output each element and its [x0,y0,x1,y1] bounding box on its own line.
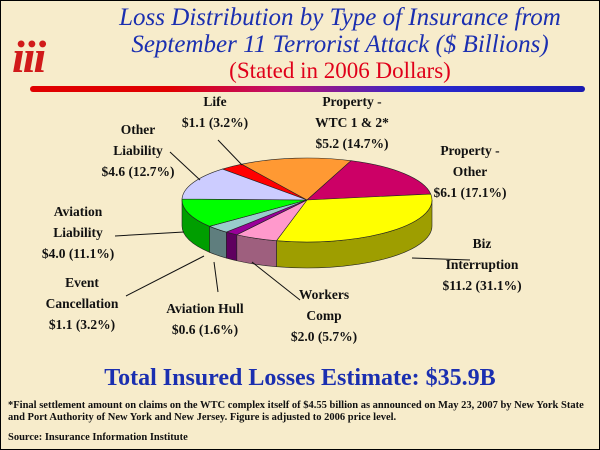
slice-label: Liability [53,225,103,240]
slice-label: Biz [473,236,492,251]
leader-line [213,261,219,293]
pie-slice-other-liability [181,168,308,201]
pie-slice-property-wtc-1-2- [240,157,352,201]
slice-label: Aviation Hull [166,301,244,316]
slice-label: Workers [299,287,349,302]
leader-line [169,151,201,181]
leader-line [411,257,471,261]
pie-slice-aviation-liability [181,198,308,227]
slice-label: $5.2 (14.7%) [315,136,388,151]
slice-label: $0.6 (1.6%) [172,322,238,337]
title-line-2: September 11 Terrorist Attack ($ Billion… [131,31,549,58]
iii-logo: iii [12,31,46,82]
slice-label: Other [453,164,488,179]
chart-subtitle: (Stated in 2006 Dollars) [229,58,451,83]
slice-label: Interruption [446,257,519,272]
slice-label: $2.0 (5.7%) [291,329,357,344]
leader-line [114,231,185,237]
slice-label: Property - [322,94,381,109]
title-divider [30,86,585,92]
pie-slice-property-other [306,160,432,201]
title-line-1: Loss Distribution by Type of Insurance f… [119,4,561,31]
slice-label: Other [121,122,156,137]
footnote: *Final settlement amount on claims on th… [8,400,584,423]
slice-label: $11.2 (31.1%) [442,278,521,293]
slice-label: Cancellation [46,296,119,311]
slice-label: Property - [440,143,499,158]
slice-label: $1.1 (3.2%) [182,115,248,130]
leader-line [217,139,243,166]
total-losses: Total Insured Losses Estimate: $35.9B [104,365,496,391]
slice-label: Event [65,275,99,290]
slice-label: $6.1 (17.1%) [433,185,506,200]
slice-label: $1.1 (3.2%) [49,317,115,332]
source-note: Source: Insurance Information Institute [8,432,188,443]
pie-side-aviation-hull [226,231,238,262]
slice-label: WTC 1 & 2* [315,115,389,130]
slice-label: Life [203,94,226,109]
slice-label: Comp [306,308,341,323]
slice-label: Liability [113,143,163,158]
slice-label: $4.0 (11.1%) [42,246,114,261]
leader-line [125,255,205,297]
slice-label: $4.6 (12.7%) [101,164,174,179]
pie-slice-biz-interruption [275,193,433,243]
chart-title: Loss Distribution by Type of Insurance f… [92,4,588,58]
leader-line [251,261,301,301]
slice-label: Aviation [54,204,103,219]
